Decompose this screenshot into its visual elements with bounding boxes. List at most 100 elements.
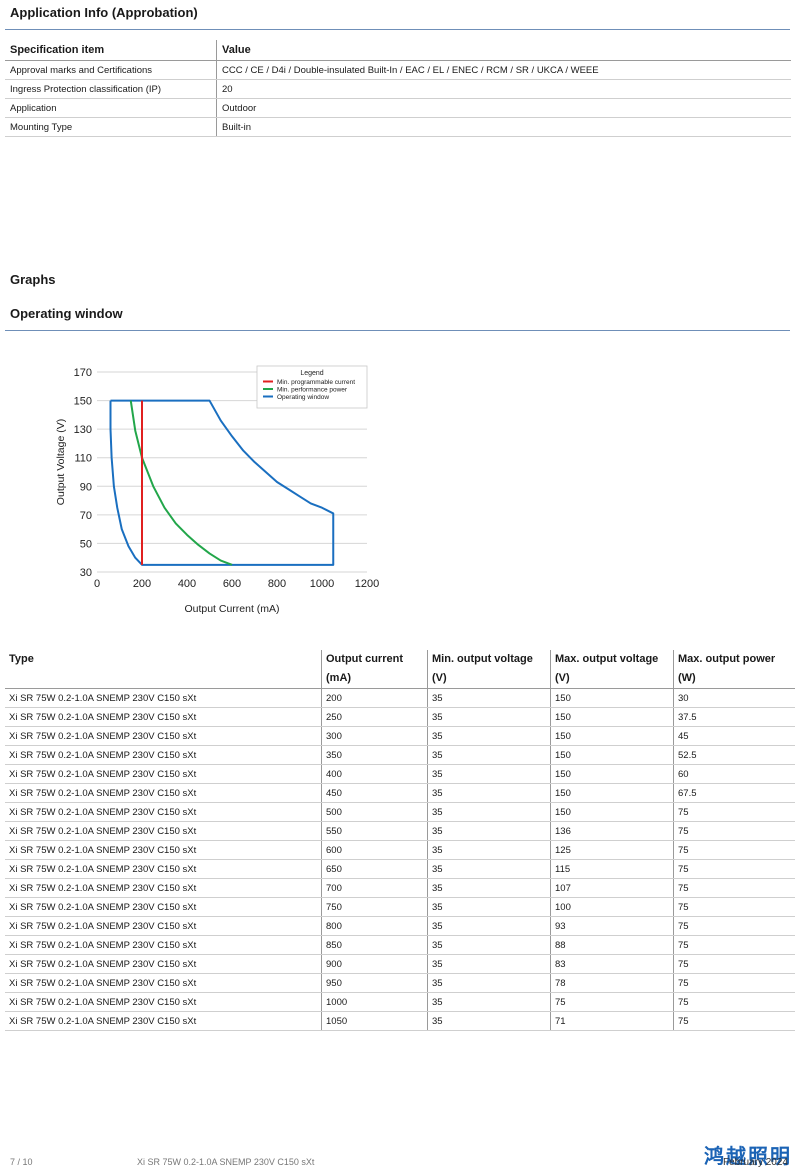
cell-output-current: 700 (321, 878, 428, 898)
legend-entry: Min. programmable current (277, 379, 355, 386)
cell-min-output-voltage: 35 (427, 916, 551, 936)
cell-min-output-voltage: 35 (427, 935, 551, 955)
cell-output-current: 650 (321, 859, 428, 879)
x-tick-label: 1200 (355, 578, 379, 590)
spec-value: 20 (216, 79, 791, 99)
cell-max-output-voltage: 88 (550, 935, 674, 955)
spec-item: Ingress Protection classification (IP) (5, 79, 217, 99)
cell-type: Xi SR 75W 0.2-1.0A SNEMP 230V C150 sXt (5, 916, 322, 936)
cell-max-output-voltage: 136 (550, 821, 674, 841)
cell-max-output-power: 45 (673, 726, 795, 746)
y-tick-label: 50 (80, 538, 92, 550)
cell-max-output-voltage: 150 (550, 745, 674, 765)
legend-box (256, 365, 368, 409)
divider (5, 330, 790, 331)
cell-min-output-voltage: 35 (427, 764, 551, 784)
spec-table: Specification item Value Approval marks … (5, 40, 791, 137)
cell-max-output-voltage: 107 (550, 878, 674, 898)
cell-max-output-voltage: 150 (550, 783, 674, 803)
cell-max-output-power: 75 (673, 916, 795, 936)
cell-output-current: 1050 (321, 1011, 428, 1031)
data-header-row: Type Output current (mA) Min. output volt… (5, 650, 795, 689)
cell-max-output-power: 75 (673, 802, 795, 822)
spec-row: Ingress Protection classification (IP) 2… (5, 79, 791, 99)
cell-output-current: 550 (321, 821, 428, 841)
cell-max-output-power: 52.5 (673, 745, 795, 765)
table-row: Xi SR 75W 0.2-1.0A SNEMP 230V C150 sXt 10… (5, 992, 795, 1012)
cell-max-output-voltage: 93 (550, 916, 674, 936)
cell-max-output-power: 37.5 (673, 707, 795, 727)
cell-output-current: 500 (321, 802, 428, 822)
cell-min-output-voltage: 35 (427, 1011, 551, 1031)
x-tick-label: 800 (268, 578, 286, 590)
section-title-application-info: Application Info (Approbation) (10, 5, 198, 20)
table-row: Xi SR 75W 0.2-1.0A SNEMP 230V C150 sXt 85… (5, 935, 795, 955)
y-tick-label: 90 (80, 481, 92, 493)
y-tick-label: 130 (74, 424, 92, 436)
legend-entry: Operating window (277, 394, 329, 401)
y-tick-label: 170 (74, 367, 92, 379)
spec-header-item: Specification item (5, 40, 217, 61)
operating-window-chart: 30 50 70 90 110 130 150 170 0 200 400 600 800 1000 120… (55, 365, 379, 615)
cell-type: Xi SR 75W 0.2-1.0A SNEMP 230V C150 sXt (5, 726, 322, 746)
cell-type: Xi SR 75W 0.2-1.0A SNEMP 230V C150 sXt (5, 1011, 322, 1031)
header-max-output-voltage: Max. output voltage (V) (550, 650, 674, 689)
cell-max-output-power: 75 (673, 935, 795, 955)
cell-output-current: 750 (321, 897, 428, 917)
cell-type: Xi SR 75W 0.2-1.0A SNEMP 230V C150 sXt (5, 707, 322, 727)
y-axis-label: Output Voltage (V) (55, 419, 67, 505)
cell-output-current: 950 (321, 973, 428, 993)
cell-min-output-voltage: 35 (427, 992, 551, 1012)
table-row: Xi SR 75W 0.2-1.0A SNEMP 230V C150 sXt 35… (5, 745, 795, 765)
cell-max-output-voltage: 150 (550, 726, 674, 746)
cell-type: Xi SR 75W 0.2-1.0A SNEMP 230V C150 sXt (5, 688, 322, 708)
cell-type: Xi SR 75W 0.2-1.0A SNEMP 230V C150 sXt (5, 992, 322, 1012)
x-tick-label: 1000 (310, 578, 334, 590)
legend-entry: Min. performance power (277, 387, 348, 394)
cell-min-output-voltage: 35 (427, 821, 551, 841)
cell-type: Xi SR 75W 0.2-1.0A SNEMP 230V C150 sXt (5, 745, 322, 765)
cell-min-output-voltage: 35 (427, 802, 551, 822)
cell-min-output-voltage: 35 (427, 726, 551, 746)
spec-header-value: Value (216, 40, 791, 61)
footer-product: Xi SR 75W 0.2-1.0A SNEMP 230V C150 sXt (137, 1157, 315, 1167)
spec-value: Outdoor (216, 98, 791, 118)
header-max-output-power: Max. output power (W) (673, 650, 795, 689)
cell-max-output-voltage: 78 (550, 973, 674, 993)
header-output-current: Output current (mA) (321, 650, 428, 689)
brand-logo: 鸿越照明 (704, 1144, 792, 1168)
table-row: Xi SR 75W 0.2-1.0A SNEMP 230V C150 sXt 25… (5, 707, 795, 727)
cell-min-output-voltage: 35 (427, 859, 551, 879)
spec-header-row: Specification item Value (5, 40, 791, 61)
cell-type: Xi SR 75W 0.2-1.0A SNEMP 230V C150 sXt (5, 954, 322, 974)
cell-type: Xi SR 75W 0.2-1.0A SNEMP 230V C150 sXt (5, 897, 322, 917)
table-row: Xi SR 75W 0.2-1.0A SNEMP 230V C150 sXt 65… (5, 859, 795, 879)
spec-item: Approval marks and Certifications (5, 60, 217, 80)
spec-value: CCC / CE / D4i / Double-insulated Built-… (216, 60, 791, 80)
y-tick-label: 30 (80, 567, 92, 579)
cell-min-output-voltage: 35 (427, 878, 551, 898)
cell-output-current: 300 (321, 726, 428, 746)
table-row: Xi SR 75W 0.2-1.0A SNEMP 230V C150 sXt 50… (5, 802, 795, 822)
table-row: Xi SR 75W 0.2-1.0A SNEMP 230V C150 sXt 70… (5, 878, 795, 898)
page-number: 7 / 10 (10, 1157, 33, 1167)
table-row: Xi SR 75W 0.2-1.0A SNEMP 230V C150 sXt 75… (5, 897, 795, 917)
cell-output-current: 1000 (321, 992, 428, 1012)
cell-output-current: 400 (321, 764, 428, 784)
cell-min-output-voltage: 35 (427, 840, 551, 860)
cell-max-output-voltage: 100 (550, 897, 674, 917)
y-tick-label: 70 (80, 510, 92, 522)
x-axis-label: Output Current (mA) (184, 603, 279, 615)
table-row: Xi SR 75W 0.2-1.0A SNEMP 230V C150 sXt 20… (5, 688, 795, 708)
table-row: Xi SR 75W 0.2-1.0A SNEMP 230V C150 sXt 60… (5, 840, 795, 860)
cell-type: Xi SR 75W 0.2-1.0A SNEMP 230V C150 sXt (5, 973, 322, 993)
spec-value: Built-in (216, 117, 791, 137)
table-row: Xi SR 75W 0.2-1.0A SNEMP 230V C150 sXt 80… (5, 916, 795, 936)
cell-max-output-power: 75 (673, 992, 795, 1012)
cell-output-current: 850 (321, 935, 428, 955)
cell-type: Xi SR 75W 0.2-1.0A SNEMP 230V C150 sXt (5, 821, 322, 841)
cell-max-output-voltage: 125 (550, 840, 674, 860)
cell-min-output-voltage: 35 (427, 973, 551, 993)
section-title-operating-window: Operating window (10, 306, 123, 321)
cell-min-output-voltage: 35 (427, 954, 551, 974)
